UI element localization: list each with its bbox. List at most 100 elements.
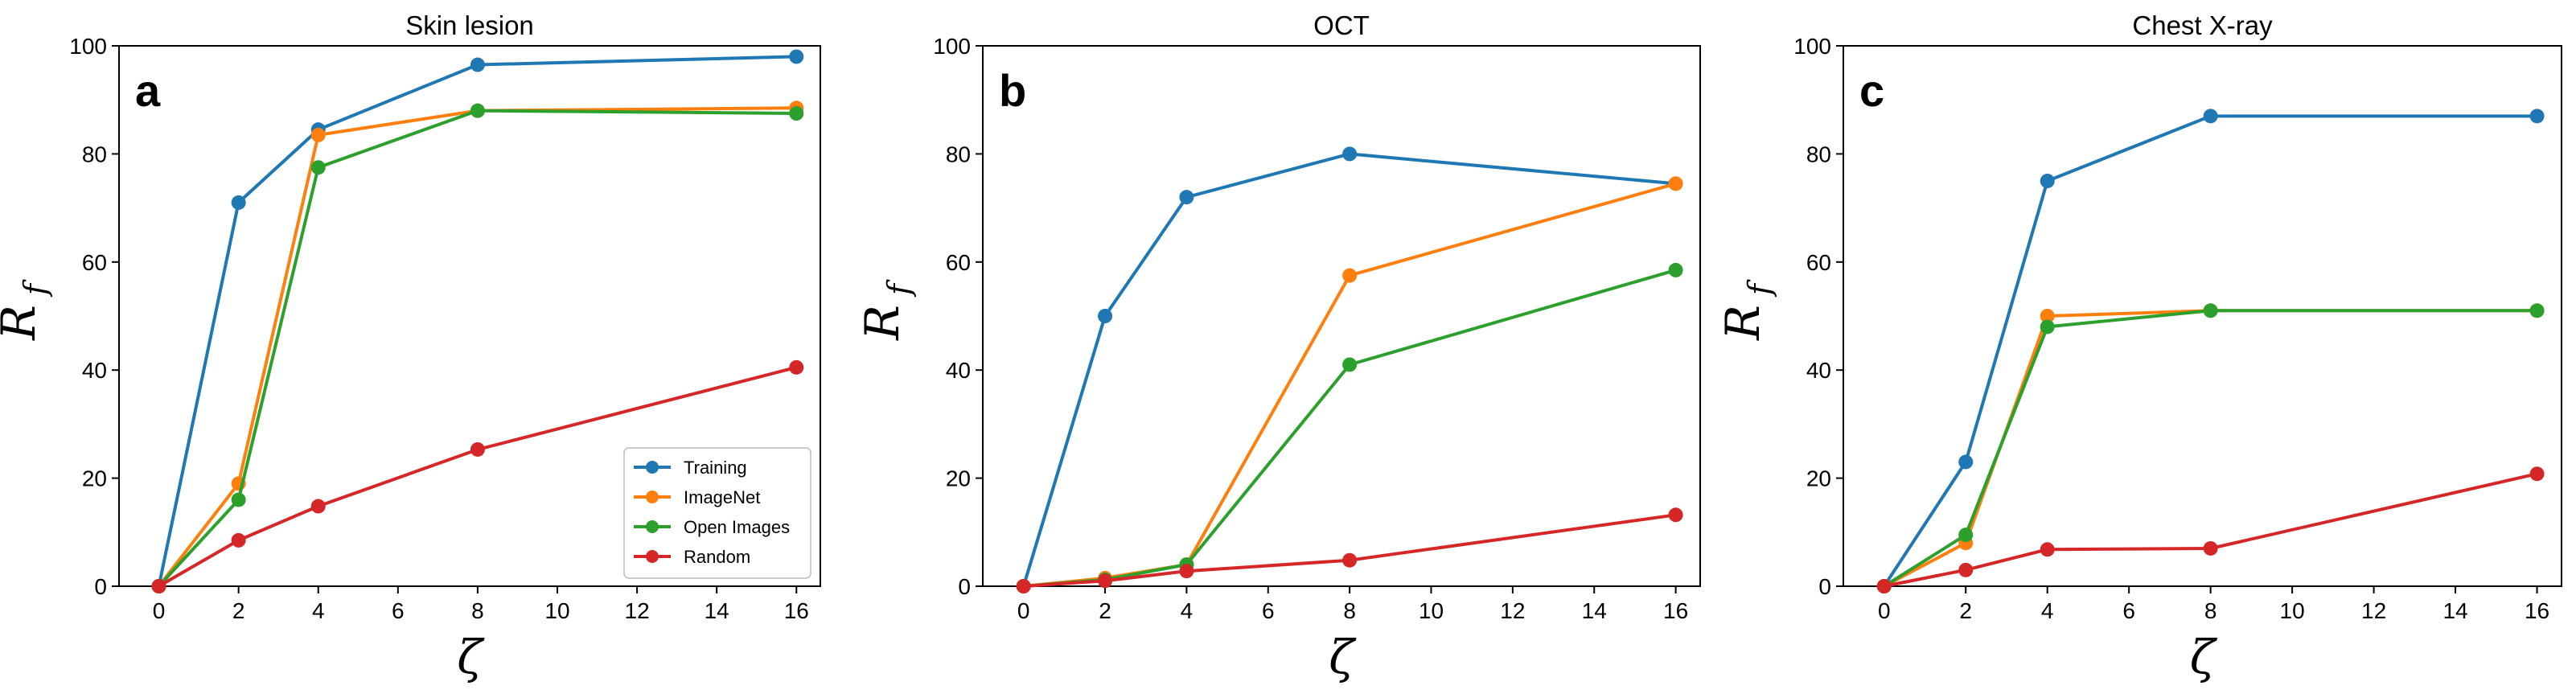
panel-b: 0 2 4 6 8 10 12 14 16 0 20 40 60 80 100 OCT b ζ Rf [855,10,1701,684]
data-point [1876,579,1892,593]
data-point [2203,303,2218,318]
legend-label: Training [684,458,747,478]
legend-entry: ImageNet [634,487,760,507]
y-tick-label: 40 [82,358,107,383]
x-tick-label: 10 [2280,598,2305,623]
data-point [1668,507,1683,523]
plot-frame [982,45,1701,587]
series-random [151,359,804,593]
y-axis-label-main: R [1715,305,1770,341]
x-tick-label: 6 [2122,598,2135,623]
panel-letter: c [1859,65,1884,116]
y-axis-label: Rf [0,279,53,341]
y-axis-label: Rf [1715,279,1777,341]
series-training [1876,109,2545,593]
data-point [1098,573,1113,589]
x-tick-label: 14 [705,598,729,623]
data-point [231,195,246,210]
y-axis-label-subscript: f [881,279,917,298]
x-tick-label: 4 [312,598,325,623]
data-point [1016,579,1031,593]
x-tick-label: 6 [1262,598,1275,623]
data-point [1098,309,1113,323]
data-point [231,532,246,548]
x-tick-label: 8 [2204,598,2217,623]
y-tick-label: 0 [958,574,971,599]
y-tick-label: 20 [82,466,107,491]
series-random [1876,466,2545,593]
legend-entry: Training [634,458,747,478]
data-point [310,127,326,142]
data-point [1668,176,1683,191]
x-tick-label: 12 [1500,598,1525,623]
data-point [789,49,804,64]
data-point [1342,146,1358,162]
series-line [1023,268,1677,588]
x-tick-label: 14 [2443,598,2468,623]
x-axis-label: ζ [457,630,485,684]
y-tick-label: 0 [94,574,107,599]
series-random [1016,507,1683,593]
y-axis-label-main: R [0,305,46,341]
y-tick-label: 40 [1806,358,1831,383]
x-tick-label: 16 [1663,598,1688,623]
y-tick-label: 80 [1806,142,1831,166]
data-point [789,106,804,121]
y-tick-label: 100 [1793,34,1831,59]
x-tick-label: 10 [544,598,569,623]
data-point [470,441,485,457]
x-tick-label: 16 [2525,598,2549,623]
x-tick-label: 2 [1959,598,1972,623]
panel-title: Chest X-ray [2132,10,2273,40]
panel-a: 0 2 4 6 8 10 12 14 16 0 20 40 60 80 100 Skin lesion a ζ Rf… [0,10,821,684]
y-axis-label-main: R [855,305,910,341]
legend-entry: Open Images [634,517,790,537]
data-point [1958,528,1974,543]
panel-letter: a [135,65,161,116]
data-point [470,57,485,72]
x-tick-label: 6 [392,598,405,623]
y-tick-label: 60 [946,250,971,275]
data-point [1958,562,1974,577]
x-tick-label: 2 [1099,598,1111,623]
y-axis-label-subscript: f [18,279,53,298]
legend-marker [646,550,659,563]
panel-c: 0 2 4 6 8 10 12 14 16 0 20 40 60 80 100 Chest X-ray c ζ Rf [1715,10,2562,684]
series-open-images [1016,262,1683,593]
data-point [1179,564,1194,579]
y-tick-label: 60 [82,250,107,275]
series-imagenet [1016,176,1683,593]
legend-label: Random [684,547,750,567]
x-axis-label: ζ [2190,630,2218,684]
x-tick-label: 14 [1582,598,1607,623]
legend-frame [623,447,811,579]
x-axis-label: ζ [1329,630,1357,684]
data-point [2203,540,2218,556]
y-tick-label: 20 [1806,466,1831,491]
data-point [2040,319,2055,335]
data-point [2529,109,2545,124]
data-point [2529,303,2545,318]
data-point [231,492,246,507]
y-tick-label: 60 [1806,250,1831,275]
x-tick-label: 4 [1181,598,1194,623]
x-tick-label: 0 [1017,598,1030,623]
data-point [789,359,804,375]
x-tick-label: 12 [2361,598,2386,623]
data-point [1342,357,1358,372]
legend-marker [646,520,659,533]
y-tick-label: 0 [1818,574,1831,599]
plot-frame [1843,45,2562,587]
legend-entry: Random [634,547,750,567]
data-point [310,160,326,175]
data-point [2040,174,2055,188]
data-point [1668,262,1683,277]
x-tick-label: 8 [471,598,484,623]
x-tick-label: 0 [153,598,166,623]
data-point [1958,454,1974,470]
y-tick-label: 80 [82,142,107,166]
legend-marker [646,461,659,474]
y-tick-label: 100 [933,34,971,59]
data-point [151,579,166,593]
